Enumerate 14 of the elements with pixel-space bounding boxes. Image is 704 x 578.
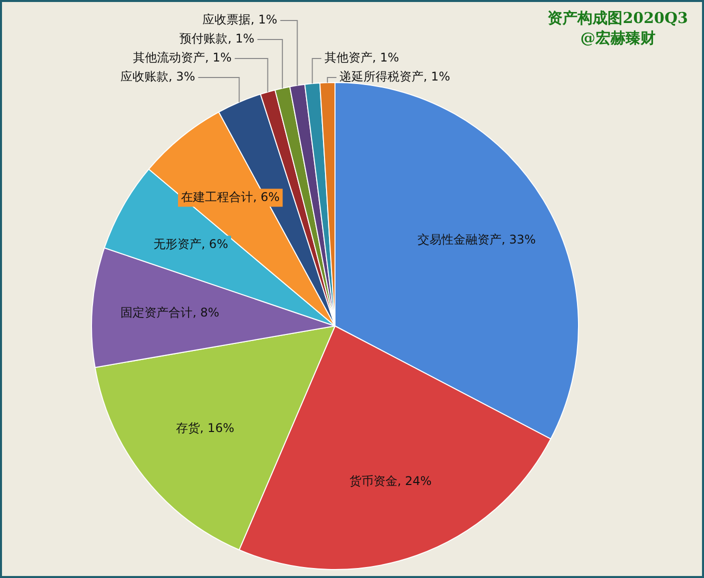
- slice-label: 交易性金融资产, 33%: [417, 232, 536, 246]
- slice-label: 货币资金, 24%: [349, 474, 432, 488]
- slice-label: 其他流动资产, 1%: [133, 50, 232, 65]
- slice-label: 在建工程合计, 6%: [180, 190, 280, 204]
- slice-label: 存货, 16%: [176, 420, 234, 435]
- slice-label: 应收票据, 1%: [202, 12, 278, 27]
- text: 资产构成图2020Q3: [548, 8, 688, 28]
- slice-label: 预付账款, 1%: [180, 32, 254, 46]
- slice-label: 固定资产合计, 8%: [120, 305, 220, 320]
- slice-label: 无形资产, 6%: [153, 236, 228, 251]
- text: @宏赫臻财: [579, 28, 656, 48]
- slice-label: 其他资产, 1%: [324, 50, 399, 65]
- slice-label: 递延所得税资产, 1%: [339, 70, 450, 84]
- slice-label: 应收账款, 3%: [120, 70, 196, 84]
